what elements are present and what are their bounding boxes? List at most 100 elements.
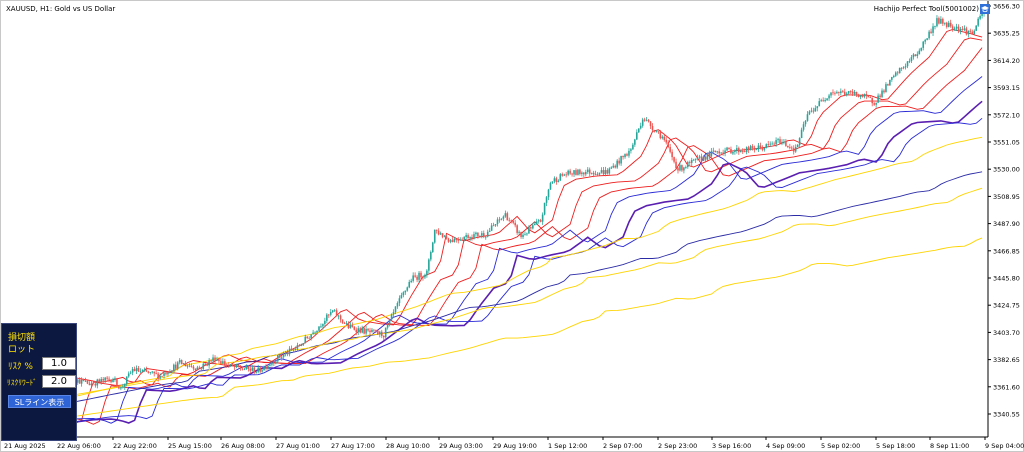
candle-body [547, 189, 550, 198]
candle-body [963, 28, 966, 30]
time-tick-label: 25 Aug 15:00 [168, 442, 212, 450]
candle-body [749, 146, 752, 151]
moving-average-line [10, 100, 983, 431]
candle-body [145, 369, 148, 372]
candle-body [320, 326, 322, 328]
moving-average-line [10, 171, 983, 416]
candle-body [708, 152, 711, 157]
candle-body [745, 147, 748, 153]
candle-body [836, 92, 838, 94]
candle-body [861, 95, 864, 97]
candle-body [777, 139, 779, 141]
price-tick-label: 3340.55 [993, 411, 1020, 419]
candle-body [108, 378, 110, 380]
time-tick-label: 8 Sep 11:00 [930, 442, 969, 450]
moving-average-layer [10, 29, 983, 432]
candle-body [190, 365, 193, 367]
candle-body [178, 360, 181, 363]
candle-body [828, 95, 830, 99]
candle-body [453, 238, 456, 242]
candle-body [118, 386, 120, 389]
candle-body [632, 144, 634, 150]
candle-body [790, 147, 793, 149]
candlestick-layer [10, 5, 987, 432]
candle-body [636, 132, 638, 140]
candle-body [761, 147, 764, 150]
candle-body [763, 147, 766, 150]
candle-body [208, 360, 210, 366]
candle-body [586, 169, 589, 173]
sl-line-button[interactable]: SLライン表示 [8, 395, 71, 408]
candle-body [942, 18, 944, 24]
time-tick-label: 5 Sep 18:00 [876, 442, 915, 450]
candle-body [349, 325, 352, 328]
candle-body [765, 144, 768, 148]
candle-body [626, 154, 628, 156]
candle-body [375, 330, 377, 332]
risk-percent-input[interactable]: 1.0 [42, 357, 76, 370]
candle-body [657, 131, 660, 133]
candle-body [894, 72, 897, 76]
candle-body [598, 172, 601, 175]
candle-body [673, 157, 675, 162]
candle-body [971, 31, 974, 35]
time-tick-label: 22 Aug 22:00 [113, 442, 157, 450]
candle-body [714, 150, 717, 153]
candle-body [724, 150, 726, 154]
time-tick-label: 22 Aug 06:00 [57, 442, 101, 450]
candle-body [743, 151, 746, 153]
price-tick-label: 3551.05 [993, 139, 1020, 147]
candle-body [596, 173, 599, 175]
candle-body [176, 362, 179, 369]
candle-body [171, 370, 173, 373]
candle-body [524, 234, 526, 236]
risk-reward-input[interactable]: 2.0 [42, 375, 76, 388]
time-tick-label: 27 Aug 17:00 [331, 442, 375, 450]
candle-body [789, 146, 791, 148]
candle-body [337, 315, 340, 317]
candle-body [459, 239, 462, 241]
candle-body [535, 221, 538, 224]
candle-body [961, 28, 964, 30]
candle-body [394, 306, 397, 312]
candle-body [532, 225, 534, 229]
candle-body [447, 238, 450, 242]
candle-body [683, 167, 685, 171]
candle-body [891, 77, 893, 80]
candle-body [883, 90, 885, 93]
candle-body [384, 327, 387, 338]
candle-body [253, 367, 256, 373]
candle-body [704, 156, 707, 160]
candle-body [165, 373, 167, 375]
candle-body [955, 26, 958, 29]
candle-body [543, 202, 546, 215]
candle-body [510, 220, 513, 222]
candle-body [318, 326, 320, 331]
candle-body [451, 240, 454, 242]
candle-body [659, 132, 662, 139]
candle-body [457, 239, 460, 241]
time-tick-label: 9 Sep 04:00 [985, 442, 1024, 450]
candle-body [967, 30, 970, 35]
candle-body [241, 368, 244, 370]
candle-body [329, 312, 332, 315]
candle-body [269, 364, 271, 366]
time-tick-label: 2 Sep 07:00 [603, 442, 642, 450]
candle-body [420, 272, 422, 278]
candle-body [843, 91, 846, 95]
candle-body [326, 314, 328, 321]
graduation-cap-icon[interactable] [980, 4, 990, 14]
price-tick-label: 3508.95 [993, 193, 1020, 201]
candle-body [690, 160, 693, 163]
candle-body [916, 54, 919, 57]
candle-body [528, 227, 530, 234]
candle-body [920, 47, 923, 51]
price-tick-label: 3614.20 [993, 57, 1020, 65]
candle-body [231, 364, 234, 367]
candle-body [669, 146, 671, 152]
candle-body [243, 369, 246, 371]
candle-body [814, 108, 817, 112]
time-tick-label: 29 Aug 03:00 [439, 442, 483, 450]
